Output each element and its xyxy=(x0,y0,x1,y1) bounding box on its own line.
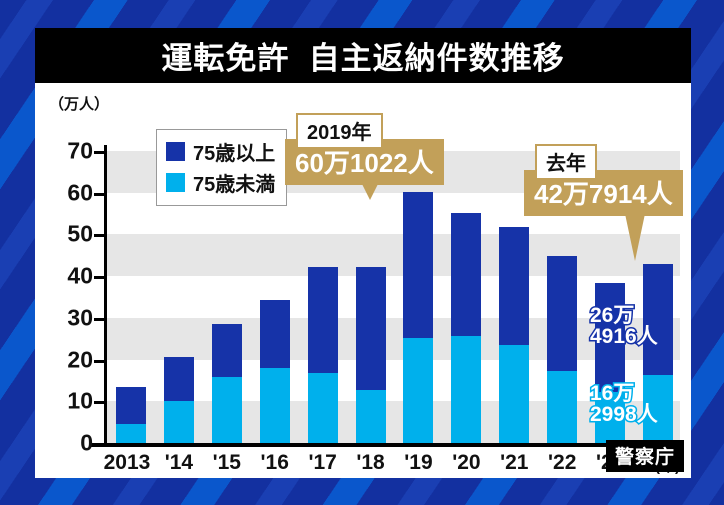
y-axis-tick-label: 10 xyxy=(67,387,93,414)
bar-segment-age75-plus xyxy=(211,323,242,377)
plot-band xyxy=(105,401,680,443)
source-badge: 警察庁 xyxy=(605,440,684,472)
bar-15 xyxy=(211,151,242,443)
plot-band xyxy=(105,317,680,360)
title-bar: 運転免許 自主返納件数推移 xyxy=(35,28,691,83)
bar-segment-age75-plus xyxy=(355,267,386,391)
callout-arrow-icon-2024 xyxy=(624,209,646,261)
x-axis-tick-label: '16 xyxy=(260,451,289,474)
bar-segment-under75 xyxy=(547,371,578,443)
bar-segment-under75 xyxy=(115,424,146,443)
y-axis-tick xyxy=(94,401,105,405)
bar-segment-age75-plus xyxy=(163,356,194,402)
x-axis-tick-label: '19 xyxy=(404,451,433,474)
y-axis-line xyxy=(104,145,107,445)
bar-16 xyxy=(259,151,290,443)
bar-segment-under75 xyxy=(451,336,482,443)
bar-21 xyxy=(499,151,530,443)
y-axis-tick-label: 30 xyxy=(67,304,93,331)
bar-segment-under75 xyxy=(595,391,626,443)
bar-segment-age75-plus xyxy=(259,300,290,368)
bar-segment-age75-plus xyxy=(547,256,578,372)
legend-item-under75: 75歳未満 xyxy=(166,168,275,197)
y-axis-tick-label: 70 xyxy=(67,137,93,164)
callout-year-label-2019: 2019年 xyxy=(296,113,383,149)
data-label-2024-age75-plus: 26万 4916人 xyxy=(589,303,660,349)
plot-area: （万人） 0 10 20 30 40 50 60 70 2013 '14 '15 '16 '17 '18… xyxy=(35,83,691,478)
legend-label-age75-plus: 75歳以上 xyxy=(193,143,276,165)
bar-19 xyxy=(403,151,434,443)
bar-23 xyxy=(595,151,626,443)
bar-segment-age75-plus xyxy=(643,264,674,376)
y-axis-tick-label: 50 xyxy=(67,220,93,247)
bar-20 xyxy=(451,151,482,443)
bar-segment-under75 xyxy=(211,376,242,443)
x-axis-tick-label: '18 xyxy=(356,451,385,474)
bar-segment-under75 xyxy=(403,338,434,443)
plot-band xyxy=(105,234,680,277)
chart-card: 運転免許 自主返納件数推移 （万人） 0 10 20 30 40 50 60 70 2013 '… xyxy=(35,28,691,478)
bar-segment-under75 xyxy=(163,401,194,443)
bar-segment-age75-plus xyxy=(403,192,434,339)
x-axis-tick-label: '21 xyxy=(500,451,529,474)
x-axis-tick-label: '22 xyxy=(548,451,577,474)
y-axis-tick-label: 0 xyxy=(80,429,93,456)
y-axis-tick xyxy=(94,151,105,154)
x-axis-tick-label: '17 xyxy=(308,451,337,474)
callout-arrow-icon-2019 xyxy=(359,178,381,200)
callout-year-label-2024: 去年 xyxy=(535,144,597,180)
y-axis-tick-label: 60 xyxy=(67,179,93,206)
bar-segment-age75-plus xyxy=(499,227,530,346)
bar-segment-under75 xyxy=(259,367,290,443)
x-axis-tick-label: '20 xyxy=(452,451,481,474)
legend-swatch-icon-under75 xyxy=(166,173,185,192)
bar-14 xyxy=(163,151,194,443)
y-axis-unit-label: （万人） xyxy=(49,96,110,113)
y-axis-tick xyxy=(94,276,105,280)
page-title: 運転免許 自主返納件数推移 xyxy=(161,41,565,76)
x-axis-tick-label: '14 xyxy=(164,451,194,474)
bar-18 xyxy=(355,151,386,443)
bar-segment-under75 xyxy=(643,375,674,443)
bar-segment-age75-plus xyxy=(115,386,146,425)
x-axis-line xyxy=(91,443,683,447)
legend: 75歳以上 75歳未満 xyxy=(156,129,288,206)
bar-17 xyxy=(307,151,338,443)
bar-segment-under75 xyxy=(307,372,338,443)
bar-22 xyxy=(547,151,578,443)
legend-swatch-icon-age75-plus xyxy=(166,142,185,161)
bar-24 xyxy=(643,151,674,443)
legend-label-under75: 75歳未満 xyxy=(193,174,276,196)
y-axis-tick xyxy=(94,359,105,363)
legend-item-age75-plus: 75歳以上 xyxy=(166,137,275,166)
data-label-2024-under75: 16万 2998人 xyxy=(589,381,660,427)
x-axis-tick-label: 2013 xyxy=(103,451,151,474)
bar-segment-age75-plus xyxy=(307,266,338,373)
bar-2013 xyxy=(115,151,146,443)
y-axis-tick xyxy=(94,317,105,321)
bar-segment-under75 xyxy=(355,390,386,443)
bar-segment-age75-plus xyxy=(595,283,626,392)
y-axis-tick xyxy=(94,234,105,238)
y-axis-tick-label: 40 xyxy=(67,262,93,289)
bar-segment-under75 xyxy=(499,345,530,443)
y-axis-tick xyxy=(94,192,105,196)
y-axis-tick-label: 20 xyxy=(67,346,93,373)
bar-segment-age75-plus xyxy=(451,213,482,337)
x-axis-tick-label: '15 xyxy=(212,451,241,474)
